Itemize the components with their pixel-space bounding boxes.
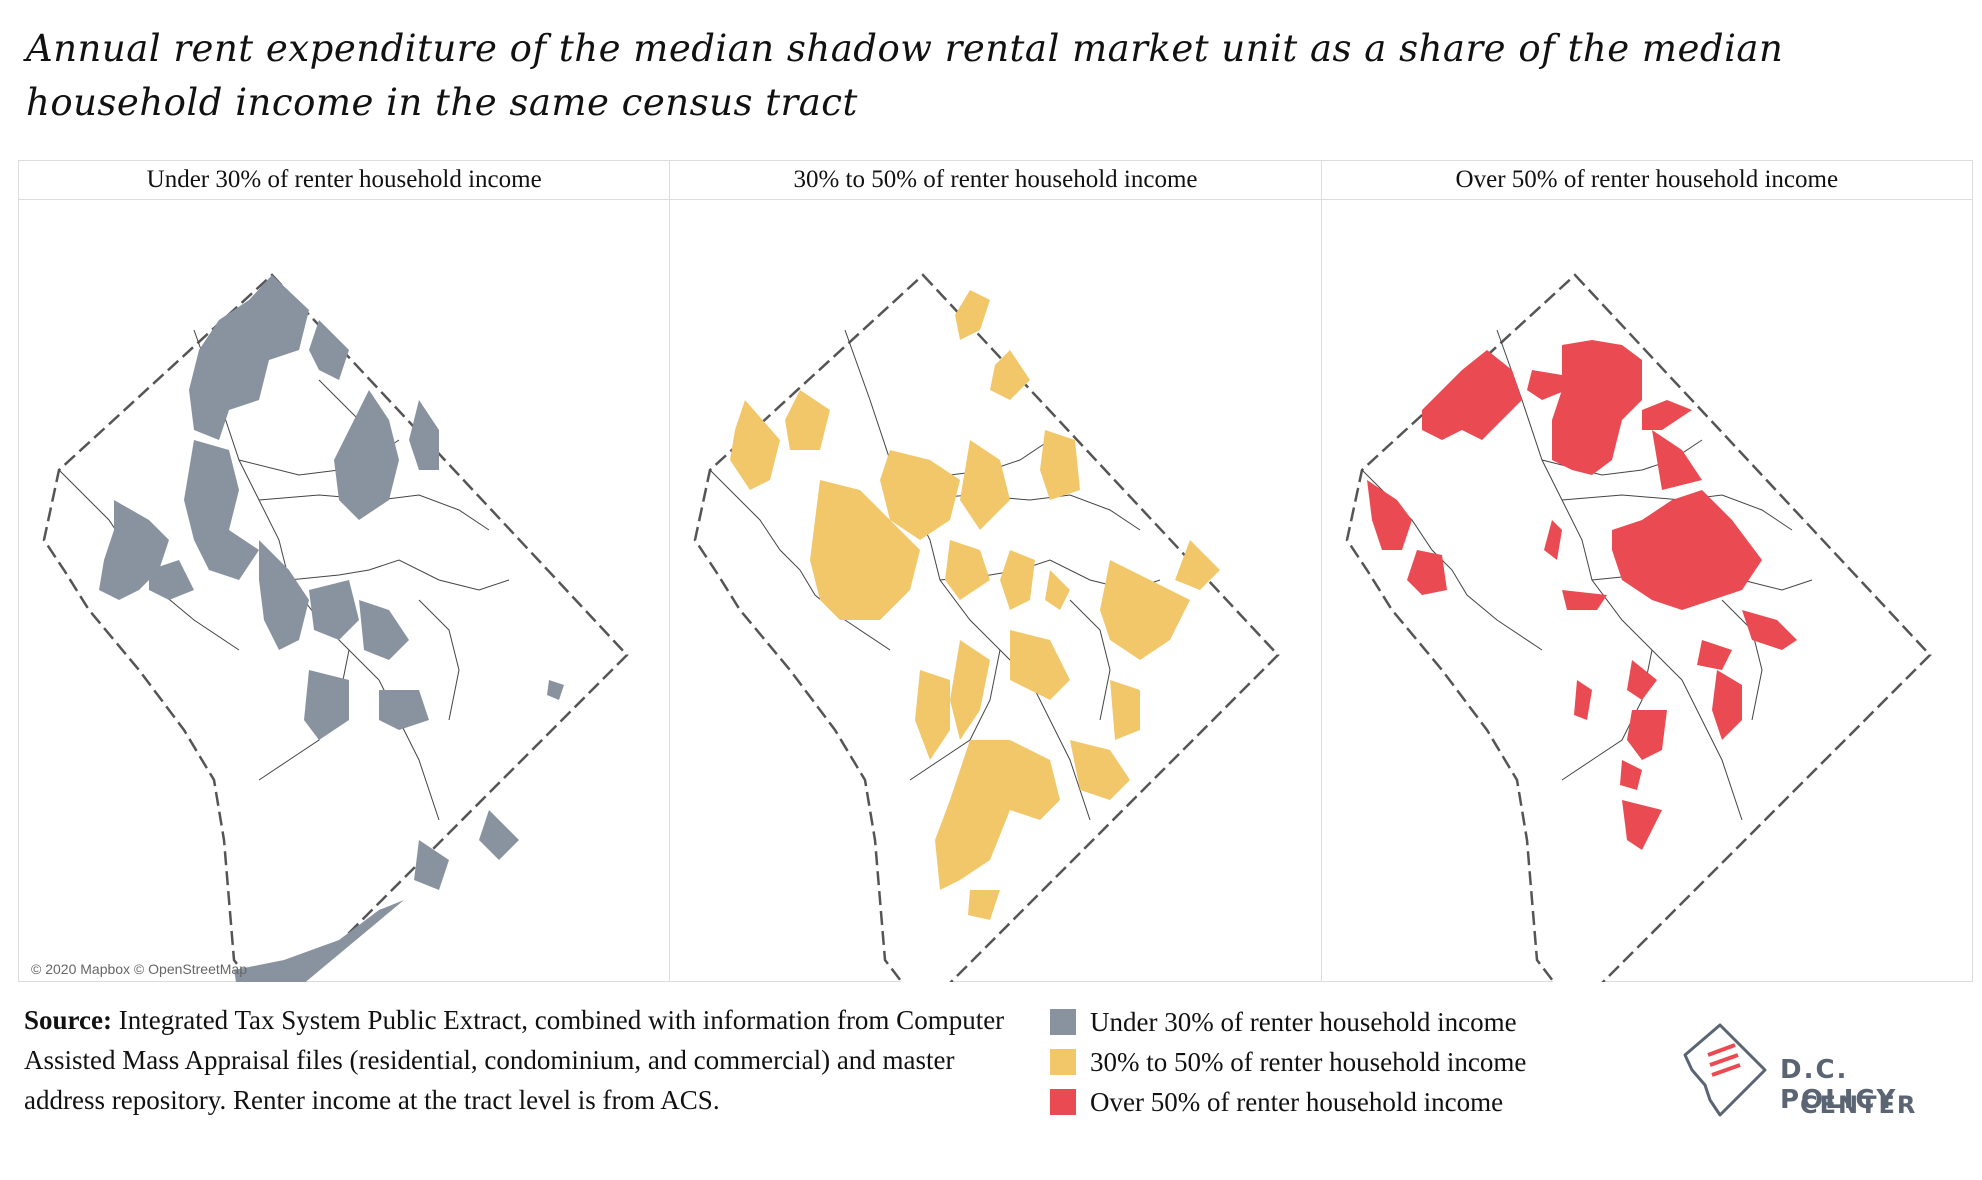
source-label: Source: [24,1005,112,1035]
map-panels: Under 30% of renter household income [18,160,1973,982]
legend-label-over-50: Over 50% of renter household income [1090,1086,1504,1117]
district-outline [693,273,1281,982]
district-outline [1345,273,1932,982]
source-note: Source: Integrated Tax System Public Ext… [24,1000,1034,1120]
legend-item-under-30: Under 30% of renter household income [1050,1002,1526,1042]
map-panel-30-to-50: 30% to 50% of renter household income [669,161,1321,982]
highlighted-tracts-under-30 [99,275,564,982]
panel-title-over-50: Over 50% of renter household income [1321,161,1972,200]
legend-label-30-to-50: 30% to 50% of renter household income [1090,1046,1527,1077]
legend-swatch-30-to-50 [1050,1049,1076,1075]
legend: Under 30% of renter household income 30%… [1050,1002,1526,1122]
map-attribution[interactable]: © 2020 Mapbox © OpenStreetMap [31,961,247,977]
map-panel-under-30: Under 30% of renter household income [19,161,670,982]
panel-title-under-30: Under 30% of renter household income [19,161,670,200]
source-text: Integrated Tax System Public Extract, co… [24,1005,1005,1115]
dc-map-over-50 [1345,273,1932,982]
highlighted-tracts-30-to-50 [730,290,1221,920]
highlighted-tracts-over-50 [1366,340,1797,850]
panel-title-30-to-50: 30% to 50% of renter household income [670,161,1321,200]
logo-line2: CENTER [1800,1091,1918,1119]
logo-line1: D.C. POLICY [1780,1055,1898,1115]
legend-item-over-50: Over 50% of renter household income [1050,1082,1526,1122]
legend-swatch-under-30 [1050,1009,1076,1035]
map-panel-over-50: Over 50% of renter household income [1320,161,1972,982]
dc-map-under-30 [42,273,629,982]
dc-map-logo-icon [1683,1023,1767,1117]
legend-item-30-to-50: 30% to 50% of renter household income [1050,1042,1526,1082]
legend-label-under-30: Under 30% of renter household income [1090,1006,1517,1037]
dc-policy-center-logo: D.C. POLICY CENTER [1680,1015,1940,1135]
chart-title: Annual rent expenditure of the median sh… [26,27,1784,124]
dc-map-30-to-50 [693,273,1281,982]
legend-swatch-over-50 [1050,1089,1076,1115]
